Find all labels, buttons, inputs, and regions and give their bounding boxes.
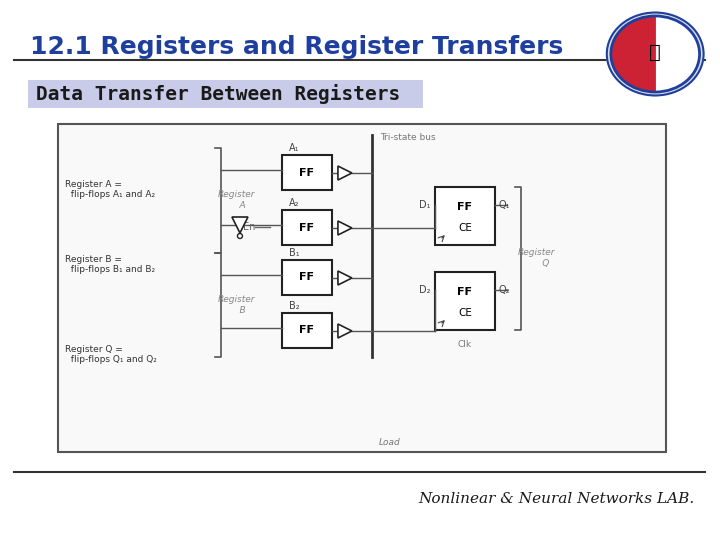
Text: Register A =
  flip-flops A₁ and A₂: Register A = flip-flops A₁ and A₂	[65, 180, 155, 199]
Text: D₁: D₁	[420, 200, 431, 210]
Text: FF: FF	[300, 273, 315, 282]
Text: Clk: Clk	[458, 340, 472, 349]
Text: Load: Load	[379, 438, 401, 447]
Text: D₂: D₂	[420, 285, 431, 295]
Polygon shape	[338, 271, 352, 285]
Polygon shape	[338, 221, 352, 235]
Polygon shape	[338, 324, 352, 338]
Text: CE: CE	[458, 308, 472, 318]
Text: A₁: A₁	[289, 143, 300, 153]
Wedge shape	[611, 16, 655, 92]
Text: Register
    B: Register B	[218, 295, 256, 315]
Text: Nonlinear & Neural Networks LAB.: Nonlinear & Neural Networks LAB.	[418, 492, 695, 506]
Bar	[282, 155, 332, 190]
Text: Register
    A: Register A	[218, 190, 256, 210]
Text: Q₂: Q₂	[499, 285, 510, 295]
Circle shape	[238, 233, 243, 239]
Text: Register
      Q: Register Q	[518, 248, 556, 268]
Bar	[435, 187, 495, 245]
Circle shape	[611, 16, 700, 92]
Circle shape	[607, 12, 703, 96]
Text: Register B =
  flip-flops B₁ and B₂: Register B = flip-flops B₁ and B₂	[65, 255, 155, 274]
Bar	[58, 124, 666, 452]
Text: Data Transfer Between Registers: Data Transfer Between Registers	[36, 84, 400, 104]
Text: FF: FF	[300, 326, 315, 335]
Text: 🔥: 🔥	[649, 43, 661, 62]
Text: 12.1 Registers and Register Transfers: 12.1 Registers and Register Transfers	[30, 35, 563, 59]
Text: A₂: A₂	[289, 198, 300, 208]
Polygon shape	[338, 166, 352, 180]
Text: FF: FF	[457, 202, 472, 212]
Text: En: En	[243, 222, 255, 232]
Text: CE: CE	[458, 222, 472, 233]
Text: Tri-state bus: Tri-state bus	[380, 132, 436, 141]
Bar	[282, 313, 332, 348]
Bar	[282, 260, 332, 295]
Bar	[282, 210, 332, 245]
Polygon shape	[232, 217, 248, 233]
Text: FF: FF	[300, 222, 315, 233]
Text: B₁: B₁	[289, 248, 300, 258]
Text: B₂: B₂	[289, 301, 300, 311]
Text: Q₁: Q₁	[499, 200, 510, 210]
Text: FF: FF	[300, 167, 315, 178]
FancyBboxPatch shape	[28, 80, 423, 108]
Text: FF: FF	[457, 287, 472, 298]
Bar	[435, 272, 495, 330]
Text: Register Q =
  flip-flops Q₁ and Q₂: Register Q = flip-flops Q₁ and Q₂	[65, 345, 157, 364]
